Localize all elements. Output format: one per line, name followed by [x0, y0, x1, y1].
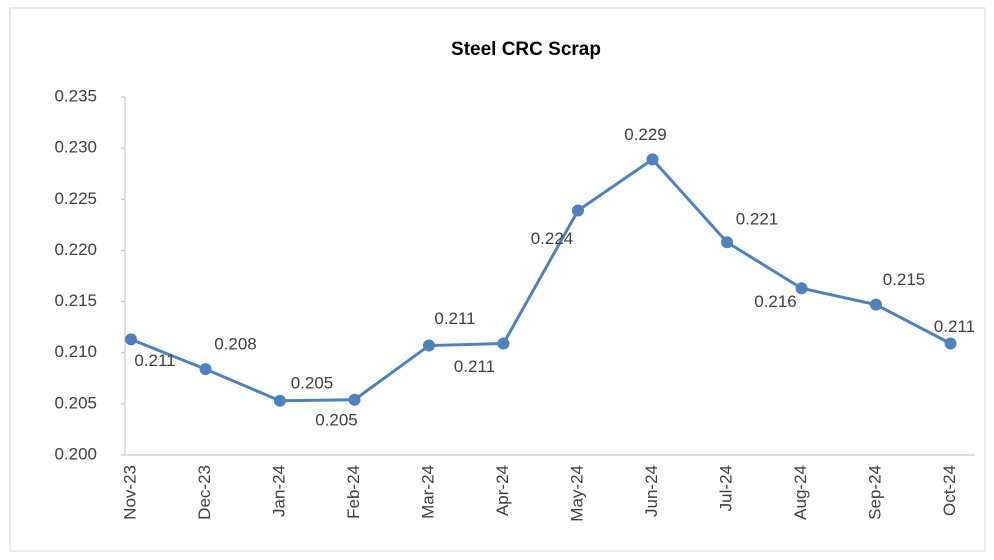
data-label: 0.211 — [134, 351, 175, 370]
data-label: 0.216 — [754, 292, 797, 311]
chart-title: Steel CRC Scrap — [451, 39, 601, 60]
x-tick-label: Apr-24 — [493, 465, 512, 516]
marker — [944, 337, 957, 350]
x-tick-label: Nov-23 — [120, 465, 139, 520]
data-label: 0.205 — [315, 410, 358, 429]
x-tick-label: Jul-24 — [716, 465, 735, 511]
y-tick-label: 0.200 — [54, 444, 97, 463]
marker — [721, 236, 733, 249]
marker — [795, 282, 808, 295]
x-tick-label: Jun-24 — [642, 465, 661, 517]
y-tick-label: 0.225 — [54, 189, 97, 208]
data-label: 0.211 — [454, 357, 495, 376]
data-label: 0.215 — [883, 270, 926, 289]
line — [130, 157, 952, 403]
y-tick-label: 0.220 — [54, 240, 97, 259]
x-tick-label: Dec-23 — [195, 465, 214, 520]
marker — [497, 337, 510, 350]
data-label: 0.229 — [624, 125, 667, 144]
chart-frame — [9, 7, 986, 552]
marker — [870, 298, 882, 311]
marker — [348, 393, 361, 406]
y-tick-label: 0.215 — [54, 291, 97, 310]
marker — [274, 394, 286, 407]
y-tick-label: 0.210 — [54, 342, 97, 361]
x-tick-label: Oct-24 — [940, 465, 959, 516]
data-label: 0.208 — [214, 335, 257, 354]
marker — [423, 339, 435, 352]
x-tick-label: Sep-24 — [865, 465, 884, 520]
marker — [646, 153, 659, 166]
data-label: 0.211 — [434, 309, 475, 328]
x-tick-label: Jan-24 — [269, 465, 288, 517]
y-tick-label: 0.235 — [54, 86, 97, 105]
marker — [125, 333, 137, 346]
data-label: 0.205 — [291, 373, 334, 392]
marker — [572, 204, 584, 217]
data-label: 0.221 — [736, 210, 779, 229]
x-tick-label: Aug-24 — [791, 465, 810, 520]
data-label: 0.224 — [531, 229, 574, 248]
x-tick-label: Mar-24 — [418, 465, 437, 519]
y-tick-label: 0.230 — [54, 138, 97, 157]
data-label: 0.211 — [934, 317, 975, 336]
marker — [199, 363, 212, 376]
y-tick-label: 0.205 — [54, 393, 97, 412]
x-tick-label: Feb-24 — [344, 465, 363, 519]
x-tick-label: May-24 — [567, 465, 586, 522]
